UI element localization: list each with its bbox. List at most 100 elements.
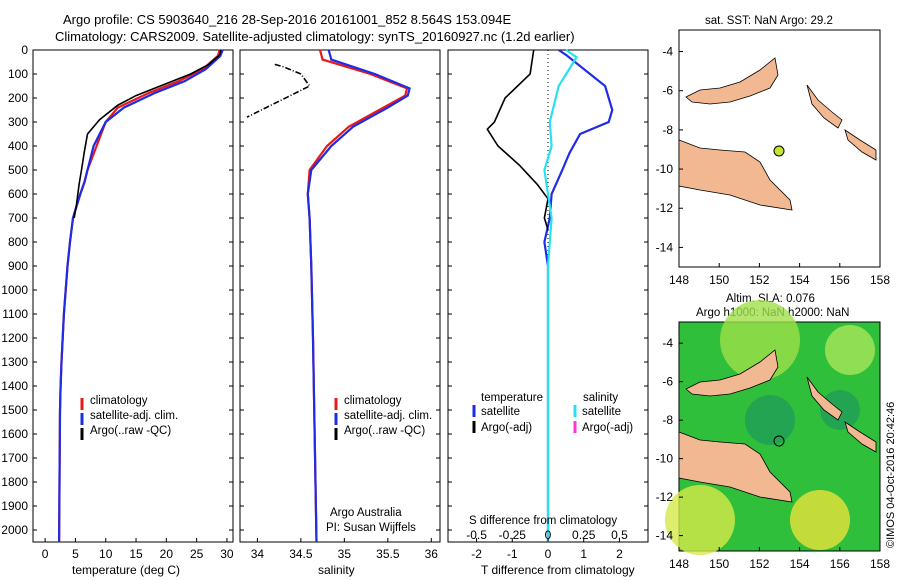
salinity-panel: salinity climatology satellite-adj. clim…: [239, 49, 441, 577]
series-line-argo-raw-qc-: [73, 49, 222, 219]
temperature-series: [58, 49, 224, 543]
temperature-x-tick-label: 5: [72, 547, 79, 561]
salinity-x-tick-label: 34.5: [289, 547, 313, 561]
title-line-1: Argo profile: CS 5903640_216 28-Sep-2016…: [63, 12, 511, 27]
temperature-legend: climatology satellite-adj. clim. Argo(..…: [80, 395, 178, 440]
depth-tick-label: 1900: [1, 499, 28, 513]
sst-map-lat-label: -6: [662, 84, 673, 98]
sst-map-title: sat. SST: NaN Argo: 29.2: [705, 15, 833, 27]
legend-temperature-title: temperature: [481, 392, 543, 404]
depth-tick-label: 0: [21, 43, 28, 57]
sla-map-lon-label: 154: [790, 557, 810, 571]
legend-sal-satellite-label: satellite: [582, 406, 621, 418]
sla-map-lon-label: 158: [870, 557, 890, 571]
sst-map-lon-label: 152: [749, 273, 769, 287]
s-diff-tick-label: 0.5: [611, 528, 628, 542]
argo-float-marker: [773, 145, 785, 157]
depth-tick-label: 2000: [1, 523, 28, 537]
temperature-x-tick-label: 25: [190, 547, 204, 561]
sst-map-lat-label: -10: [656, 162, 674, 176]
sst-map-lon-label: 154: [790, 273, 810, 287]
sla-field-patch: [825, 325, 875, 375]
sla-map-lat-label: -12: [656, 490, 674, 504]
sst-map-lat-label: -14: [656, 240, 674, 254]
depth-tick-label: 500: [8, 163, 28, 177]
series-line-satellite-adj-clim-: [58, 49, 224, 543]
legend-argo-label: Argo(..raw -QC): [90, 425, 171, 437]
sla-field: [665, 300, 875, 555]
depth-tick-label: 1100: [2, 307, 28, 321]
legend-climatology-label: climatology: [90, 395, 148, 407]
land-mass: [685, 57, 779, 105]
salinity-frame: [239, 49, 441, 543]
salinity-series: [246, 49, 411, 543]
sst-map-land: [678, 57, 877, 211]
temperature-panel: temperature (deg C) climatology satellit…: [32, 49, 234, 577]
t-difference-label: T difference from climatology: [481, 563, 635, 577]
depth-tick-label: 1600: [1, 427, 28, 441]
program-note: Argo Australia: [330, 507, 402, 519]
sla-map-lat-label: -10: [656, 452, 674, 466]
temperature-x-tick-label: 30: [220, 547, 234, 561]
diff-x-tick-label: 2: [616, 547, 623, 561]
difference-series: [486, 49, 614, 542]
sst-map-lon-label: 150: [709, 273, 729, 287]
land-mass: [844, 129, 877, 161]
diff-x-tick-label: 0: [545, 547, 552, 561]
sla-map-lon-label: 150: [709, 557, 729, 571]
sst-map-lat-label: -4: [662, 45, 673, 59]
series-line-satellite-adj-clim-: [306, 49, 411, 543]
salinity-x-tick-label: 35: [338, 547, 352, 561]
land-mass: [678, 431, 793, 503]
depth-tick-label: 900: [8, 259, 28, 273]
sla-map-lat-label: -6: [662, 375, 673, 389]
depth-tick-label: 1400: [1, 379, 28, 393]
land-mass: [844, 421, 877, 453]
depth-tick-label: 1300: [1, 355, 28, 369]
legend-temp-satellite-label: satellite: [481, 406, 520, 418]
pi-note: PI: Susan Wijffels: [326, 522, 416, 534]
sst-map-lat-label: -8: [662, 123, 673, 137]
depth-tick-label: 800: [8, 235, 28, 249]
depth-tick-label: 100: [8, 67, 28, 81]
depth-tick-label: 700: [8, 211, 28, 225]
sst-map-lon-label: 148: [669, 273, 689, 287]
sla-field-patch: [745, 395, 795, 445]
temperature-x-tick-label: 0: [42, 547, 49, 561]
sla-map-lat-label: -14: [656, 529, 674, 543]
legend-sal-argo-label: Argo(-adj): [582, 422, 633, 434]
sst-map-lon-label: 156: [830, 273, 850, 287]
temperature-x-tick-label: 10: [99, 547, 113, 561]
sla-map-lon-label: 148: [669, 557, 689, 571]
depth-tick-label: 400: [8, 139, 28, 153]
sla-field-patch: [790, 490, 850, 550]
sst-map-lat-label: -12: [656, 201, 674, 215]
temperature-frame: [32, 49, 234, 543]
salinity-xlabel: salinity: [318, 563, 355, 577]
legend-satellite-label: satellite-adj. clim.: [90, 410, 178, 422]
credit-text: ©IMOS 04-Oct-2016 20:42:46: [885, 402, 897, 548]
series-line-temperature-argo-adj-: [486, 49, 549, 231]
salinity-legend: climatology satellite-adj. clim. Argo(..…: [334, 395, 432, 440]
sla-map-lon-label: 152: [749, 557, 769, 571]
salinity-x-tick-label: 34: [251, 547, 265, 561]
depth-tick-label: 1800: [1, 475, 28, 489]
diff-x-tick-label: -2: [471, 547, 482, 561]
sla-map: Altim. SLA: 0.076 Argo h1000: NaN h2000:…: [665, 293, 881, 555]
diff-x-tick-label: -1: [507, 547, 518, 561]
s-diff-tick-label: 0.25: [572, 528, 596, 542]
s-diff-tick-label: -0.5: [466, 528, 487, 542]
legend-salinity-title: salinity: [583, 392, 618, 404]
sla-map-lat-label: -4: [662, 336, 673, 350]
sst-map: sat. SST: NaN Argo: 29.2: [678, 15, 881, 268]
legend-satellite-label: satellite-adj. clim.: [344, 410, 432, 422]
sla-map-lat-label: -8: [662, 413, 673, 427]
temperature-x-tick-label: 20: [160, 547, 174, 561]
sla-map-lon-label: 156: [830, 557, 850, 571]
salinity-x-tick-label: 35.5: [376, 547, 400, 561]
land-mass: [806, 84, 843, 129]
diff-x-tick-label: 1: [580, 547, 587, 561]
sla-field-patch: [665, 485, 735, 555]
temperature-xlabel: temperature (deg C): [72, 563, 180, 577]
